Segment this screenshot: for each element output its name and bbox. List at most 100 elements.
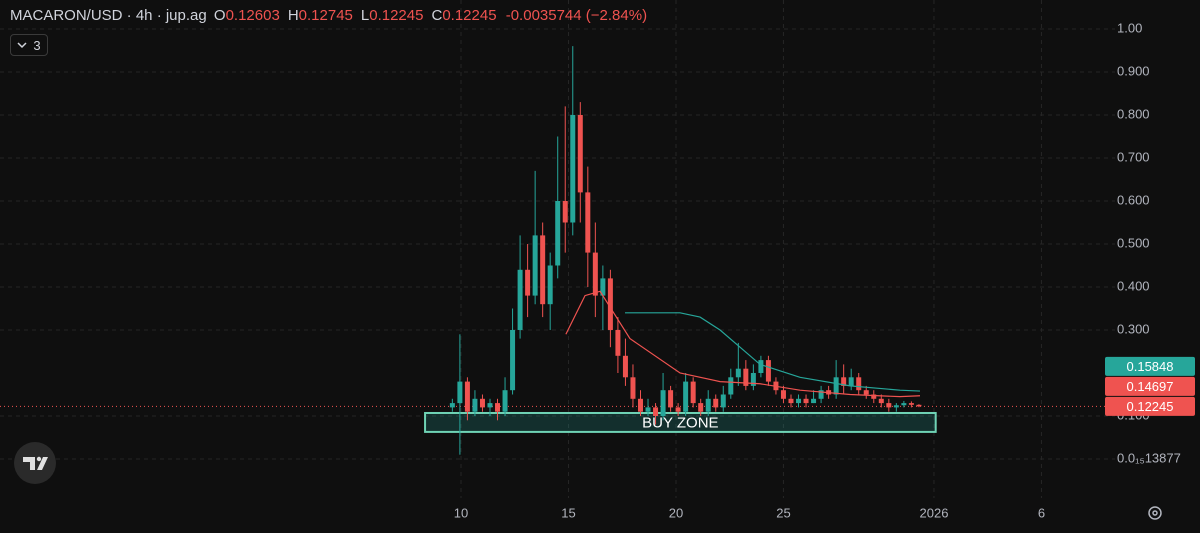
y-tick-label: 0.900 [1117, 63, 1150, 78]
candle-body [908, 403, 914, 405]
candle-body [487, 403, 493, 408]
candle-body [871, 394, 877, 399]
y-tick-label: 0.700 [1117, 149, 1150, 164]
candle-body [592, 252, 598, 296]
candle-body [464, 381, 470, 412]
ohlc-key: C [431, 7, 443, 24]
tv-logo [14, 442, 56, 484]
price-badge-label: 0.12245 [1127, 399, 1174, 414]
price-badge-label: 0.15848 [1127, 359, 1174, 374]
candle-body [893, 405, 899, 408]
candle-body [637, 398, 643, 412]
annotation-label: BUY ZONE [642, 414, 718, 431]
y-tick-label: 0.500 [1117, 235, 1150, 250]
candle-body [653, 407, 659, 416]
candle-body [848, 377, 854, 386]
candle-body [630, 377, 636, 399]
candle-body [818, 390, 824, 399]
candle-body [765, 360, 771, 382]
ohlc-key: O [213, 7, 226, 24]
candle-body [713, 398, 719, 408]
candle-body [856, 377, 862, 391]
indicators-toggle[interactable]: 3 [10, 34, 48, 56]
x-tick-label: 6 [1038, 505, 1045, 520]
moving-average [565, 290, 921, 398]
x-tick-label: 2026 [920, 505, 949, 520]
ohlc-value: 0.12603 [225, 7, 280, 24]
candle-body [479, 398, 485, 408]
x-tick-label: 20 [669, 505, 683, 520]
candle-body [886, 403, 892, 408]
candle-body [901, 403, 907, 406]
candle-body [495, 403, 501, 412]
change: -0.0035744 (−2.84%) [505, 7, 648, 24]
candle-body [600, 278, 606, 296]
candle-body [841, 377, 847, 386]
candle-body [750, 372, 756, 386]
candle-body [585, 192, 591, 253]
ohlc-key: H [287, 7, 299, 24]
candle-body [705, 398, 711, 412]
candle-body [735, 368, 741, 378]
symbol: MACARON/USD · 4h · jup.ag [10, 7, 207, 24]
settings-icon[interactable] [1148, 506, 1162, 520]
grid [0, 0, 1115, 498]
y-tick-label: 0.400 [1117, 278, 1150, 293]
candle-body [811, 398, 817, 404]
ohlc-value: 0.12245 [369, 7, 424, 24]
candle-body [525, 269, 531, 296]
x-tick-label: 10 [454, 505, 468, 520]
buy-zone [424, 411, 937, 433]
price-badge [1105, 396, 1195, 416]
candle-body [645, 407, 651, 412]
candle-body [668, 390, 674, 408]
candle-body [916, 404, 922, 407]
candle-body [555, 200, 561, 266]
candle-body [788, 398, 794, 404]
candle-body [728, 377, 734, 395]
ohlc-value: 0.12745 [298, 7, 353, 24]
candle-body [615, 329, 621, 356]
candle-body [743, 368, 749, 386]
price-badge-label: 0.14697 [1127, 379, 1174, 394]
candle-body [472, 398, 478, 412]
moving-average [625, 312, 921, 392]
candle-body [863, 390, 869, 395]
candle-body [517, 269, 523, 330]
x-tick-label: 15 [561, 505, 575, 520]
y-tick-label: 0.300 [1117, 321, 1150, 336]
chevron [17, 42, 27, 49]
candle-body [540, 235, 546, 305]
candle-body [577, 114, 583, 193]
candle-body [547, 265, 553, 305]
candle-body [720, 394, 726, 408]
candle-body [449, 403, 455, 408]
y-tick-label: 0.800 [1117, 106, 1150, 121]
candle-body [622, 355, 628, 378]
ohlc-value: 0.12245 [442, 7, 497, 24]
y-tick-label: 1.00 [1117, 20, 1142, 35]
candle-body [502, 390, 508, 412]
candle-body [758, 360, 764, 373]
y-tick-label: 0.0₁₅13877 [1117, 450, 1181, 465]
candle-body [562, 200, 568, 223]
candle-body [878, 398, 884, 404]
indicators-count: 3 [33, 37, 41, 53]
candle-body [780, 390, 786, 399]
y-tick-label: 0.600 [1117, 192, 1150, 207]
candle-body [532, 235, 538, 296]
candle-body [660, 390, 666, 416]
price-badge [1105, 356, 1195, 376]
candle-body [675, 407, 681, 412]
candle-body [683, 381, 689, 412]
candle-body [690, 381, 696, 404]
candle-body [510, 329, 516, 391]
candle-body [803, 398, 809, 404]
candle-body [607, 278, 613, 330]
legend-header: MACARON/USD · 4h · jup.ag O0.12603 H0.127… [10, 7, 652, 24]
price-badge [1105, 376, 1195, 396]
candle-body [796, 398, 802, 404]
candle-body [570, 114, 576, 223]
